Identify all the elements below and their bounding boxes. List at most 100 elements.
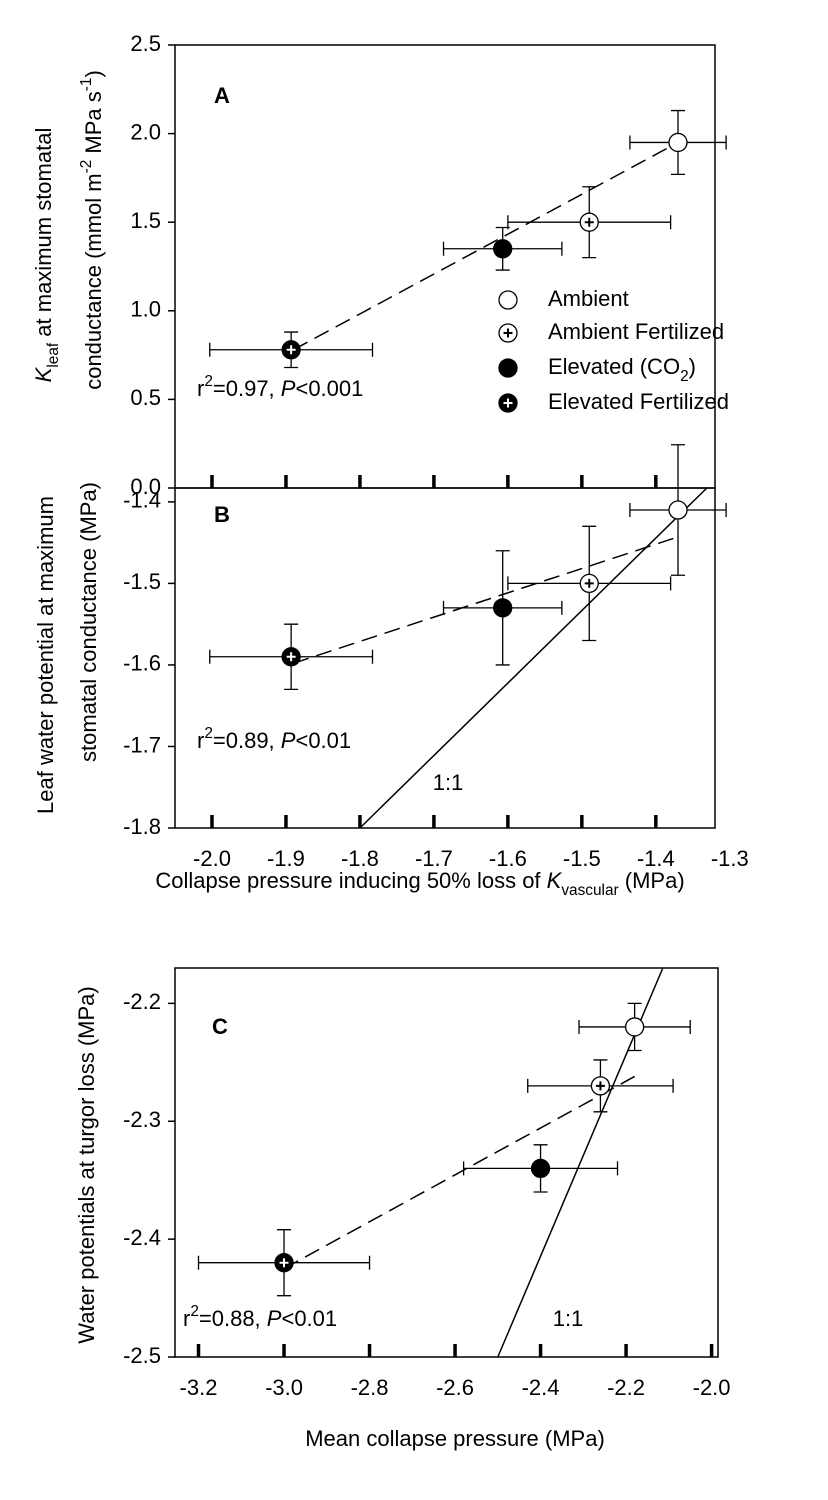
y-tick-label: -1.8 [123,814,161,839]
x-tick-label: -2.6 [436,1375,474,1400]
y-error-cap [627,1002,642,1052]
x-tick-label: -1.9 [267,846,305,871]
y-axis-label: Kleaf at maximum stomatal [31,128,62,383]
stat-annotation-part: P [267,1306,282,1331]
y-axis-label-part: -1 [78,78,95,92]
panel-label: B [214,502,230,527]
y-error-cap [495,226,510,271]
stat-annotation: r2=0.88, P<0.01 [183,1303,337,1331]
x-axis-label-part: (MPa) [619,868,685,893]
y-axis-label-part: conductance (mmol m [81,173,106,389]
legend-label: Elevated Fertilized [548,389,729,414]
y-tick-label: -1.4 [123,488,161,513]
x-error-cap [629,135,727,150]
marker [668,500,688,520]
x-error-cap [209,342,374,357]
y-tick-label: -2.3 [123,1107,161,1132]
y-error-cap [593,1059,608,1113]
marker-plus [503,398,513,408]
marker [668,132,688,153]
x-tick-label: -2.0 [193,846,231,871]
y-axis-label-part: MPa s [81,91,106,159]
stat-annotation-part: 2 [190,1303,199,1320]
x-error-cap [507,576,672,591]
x-axis-label: Mean collapse pressure (MPa) [305,1426,605,1451]
stat-annotation-part: 2 [204,373,213,390]
legend-label: Elevated (CO2) [548,354,696,385]
marker-plus [286,345,296,355]
y-error-cap [582,525,597,642]
x-tick-label: -1.8 [341,846,379,871]
y-tick-label: 1.0 [130,297,161,322]
y-axis-label: conductance (mmol m-2 MPa s-1) [78,70,106,390]
y-tick-label: 0.0 [130,474,161,499]
legend-label: Ambient [548,286,629,311]
y-axis-label-part: at maximum stomatal [31,128,56,343]
marker-plus [584,217,594,227]
x-tick-label: -1.3 [711,846,749,871]
stat-annotation-part: <0.01 [281,1306,337,1331]
x-error-cap [462,1161,619,1176]
stat-annotation-part: r [197,376,204,401]
y-tick-label: -1.5 [123,569,161,594]
regression-line [283,1075,635,1270]
regression-line [293,141,679,351]
y-tick-label: -2.2 [123,989,161,1014]
panel-label: C [212,1014,228,1039]
y-axis-label: Water potentials at turgor loss (MPa) [74,986,99,1343]
x-axis-label: Collapse pressure inducing 50% loss of K… [155,868,684,899]
one-to-one-line [359,487,708,829]
y-tick-label: -2.5 [123,1343,161,1368]
y-error-cap [533,1144,548,1193]
stat-annotation: r2=0.89, P<0.01 [197,725,351,753]
x-tick-label: -3.2 [180,1375,218,1400]
x-tick-label: -1.6 [489,846,527,871]
plot-frame [174,44,716,489]
x-tick-label: -2.0 [693,1375,731,1400]
y-tick-label: 1.5 [130,208,161,233]
y-tick-label: 0.5 [130,385,161,410]
plot-frame [174,967,719,1358]
stat-annotation: r2=0.97, P<0.001 [197,373,363,401]
one-to-one-label: 1:1 [433,770,464,795]
marker-plus [503,328,513,338]
x-axis-label-part: Mean collapse pressure (MPa) [305,1426,605,1451]
y-axis-label: stomatal conductance (MPa) [76,482,101,762]
stat-annotation-part: r [183,1306,190,1331]
legend-label: Ambient Fertilized [548,319,724,344]
y-error-cap [277,1229,292,1297]
y-error-cap [671,109,686,176]
x-error-cap [442,600,563,615]
plot-frame [174,487,716,829]
stat-annotation-part: =0.88, [199,1306,267,1331]
y-axis-label-part: stomatal conductance (MPa) [76,482,101,762]
marker [493,598,513,618]
y-axis-label-part: Leaf water potential at maximum [33,496,58,814]
x-error-cap [442,241,563,256]
stat-annotation-part: <0.001 [295,376,363,401]
y-axis-label-part: -2 [78,160,95,174]
y-error-cap [582,186,597,259]
x-axis-label-part: Collapse pressure inducing 50% loss of [155,868,546,893]
y-error-cap [284,331,299,369]
stat-annotation-part: P [281,728,296,753]
x-error-cap [209,649,374,664]
marker-plus [584,578,594,588]
y-tick-label: -2.4 [123,1225,161,1250]
marker [498,358,518,378]
marker-plus [279,1258,289,1268]
panel-label: A [214,83,230,108]
stat-annotation-part: =0.89, [213,728,281,753]
stat-annotation-part: =0.97, [213,376,281,401]
marker-plus [595,1081,605,1091]
y-axis-label-part: Water potentials at turgor loss (MPa) [74,986,99,1343]
y-error-cap [495,550,510,666]
marker [530,1158,551,1179]
y-tick-label: -1.7 [123,732,161,757]
regression-line [293,536,679,665]
x-tick-label: -2.2 [607,1375,645,1400]
y-axis-label-part: K [31,366,56,382]
y-axis-label-part: ) [81,70,106,77]
x-tick-label: -2.4 [522,1375,560,1400]
